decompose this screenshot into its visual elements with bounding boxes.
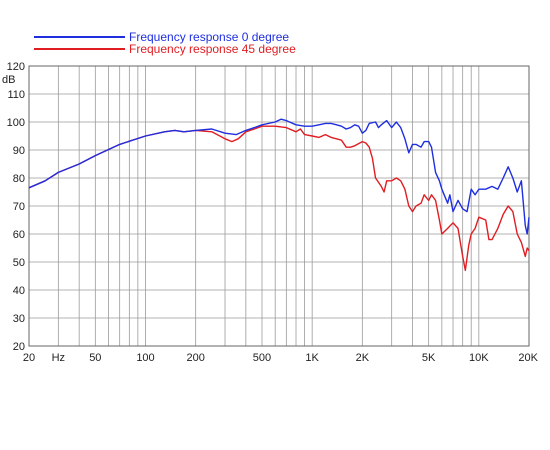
x-tick-label: 20K <box>518 352 538 364</box>
legend-label-1: Frequency response 45 degree <box>129 42 296 56</box>
y-tick-label: 20 <box>13 341 25 353</box>
y-tick-label: 80 <box>13 173 25 185</box>
series-line-0 <box>28 118 530 235</box>
x-tick-label: 100 <box>136 352 154 364</box>
x-tick-label: 200 <box>186 352 204 364</box>
y-tick-label: 70 <box>13 201 25 213</box>
y-tick-label: 110 <box>7 89 25 101</box>
grid <box>28 65 530 347</box>
x-tick-label: 20 <box>23 352 35 364</box>
x-tick-label: 2K <box>356 352 370 364</box>
legend-label-0: Frequency response 0 degree <box>129 30 289 44</box>
y-axis-unit: dB <box>2 74 15 86</box>
x-tick-label: 50 <box>89 352 101 364</box>
x-tick-label: 500 <box>253 352 271 364</box>
y-tick-label: 100 <box>7 117 25 129</box>
series-layer <box>28 118 530 272</box>
y-axis-ticks: 20 30 40 50 60 70 80 90 100 110 120 <box>7 61 25 353</box>
plot-frame <box>28 65 530 347</box>
y-tick-label: 60 <box>13 229 25 241</box>
y-tick-label: 90 <box>13 145 25 157</box>
x-tick-label: 5K <box>422 352 436 364</box>
x-tick-label: Hz <box>52 352 65 364</box>
x-tick-label: 10K <box>469 352 489 364</box>
y-tick-label: 120 <box>7 61 25 73</box>
x-tick-label: 1K <box>305 352 319 364</box>
y-tick-label: 30 <box>13 313 25 325</box>
series-line-1 <box>28 125 530 272</box>
x-axis-ticks: 20 Hz 50 100 200 500 1K 2K 5K 10K 20K <box>23 352 539 364</box>
y-tick-label: 50 <box>13 257 25 269</box>
y-tick-label: 40 <box>13 285 25 297</box>
